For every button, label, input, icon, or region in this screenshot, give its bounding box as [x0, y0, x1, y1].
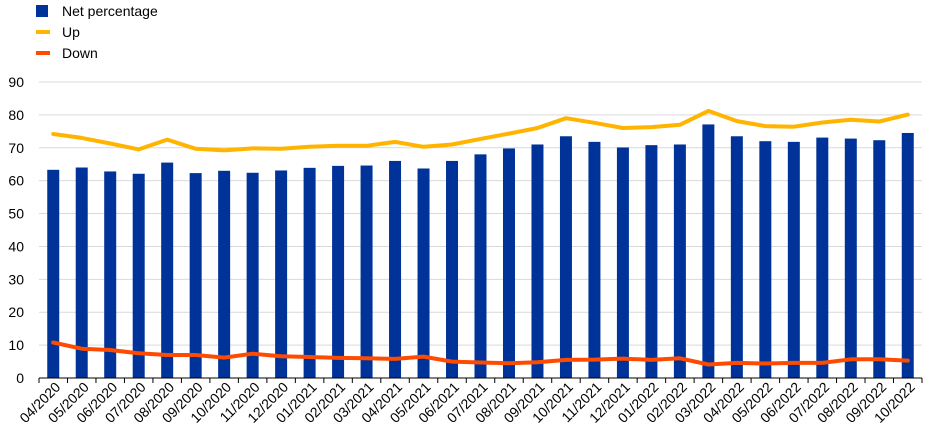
legend-label: Down — [62, 44, 98, 61]
bar — [787, 141, 800, 378]
y-tick-label: 40 — [8, 238, 24, 254]
bar — [616, 147, 629, 378]
bar — [417, 168, 430, 378]
y-tick-label: 30 — [8, 271, 24, 287]
bar — [75, 167, 88, 378]
y-tick-label: 10 — [8, 337, 24, 353]
bar — [531, 144, 544, 378]
chart-legend: Net percentage Up Down — [36, 0, 158, 63]
y-tick-label: 50 — [8, 206, 24, 222]
line-series-down — [51, 340, 910, 367]
line-series-up — [51, 108, 910, 153]
bar — [474, 154, 487, 378]
y-tick-label: 20 — [8, 304, 24, 320]
bar — [446, 160, 459, 378]
bar — [275, 170, 288, 378]
y-tick-label: 90 — [8, 74, 24, 90]
bar — [588, 141, 601, 378]
legend-swatch — [36, 4, 48, 17]
bar — [360, 165, 373, 378]
bar — [47, 169, 60, 378]
legend-swatch — [36, 29, 50, 34]
bar — [161, 162, 174, 378]
bar — [303, 167, 316, 378]
bar — [873, 140, 886, 378]
legend-label: Up — [62, 23, 80, 40]
bar — [901, 132, 914, 378]
bar — [246, 172, 259, 378]
y-tick-label: 0 — [16, 370, 24, 386]
bar — [673, 144, 686, 378]
y-tick-label: 60 — [8, 173, 24, 189]
legend-item-down: Down — [36, 42, 158, 63]
bar — [189, 173, 202, 378]
y-tick-label: 70 — [8, 140, 24, 156]
legend-item-net-percentage: Net percentage — [36, 0, 158, 21]
legend-swatch — [36, 50, 50, 55]
bar — [389, 160, 402, 378]
bar — [559, 136, 572, 378]
legend-label: Net percentage — [62, 2, 158, 19]
bar — [844, 138, 857, 378]
bar — [816, 137, 829, 378]
legend-item-up: Up — [36, 21, 158, 42]
y-tick-label: 80 — [8, 107, 24, 123]
bar — [759, 141, 772, 378]
bar — [332, 165, 345, 378]
bar — [218, 170, 231, 378]
bar — [702, 124, 715, 378]
bar — [645, 145, 658, 378]
bar — [132, 173, 145, 378]
bar — [502, 148, 515, 378]
bar — [104, 171, 117, 378]
bar — [730, 136, 743, 378]
